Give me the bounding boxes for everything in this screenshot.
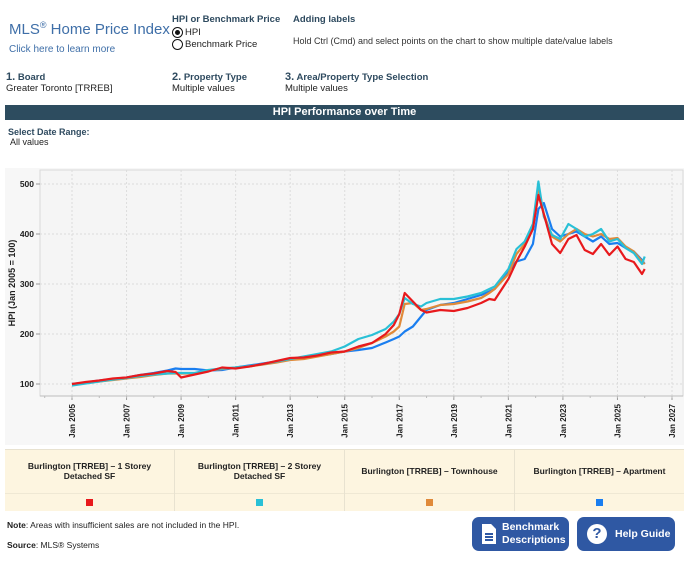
series-line-2-storey-detached [71, 180, 646, 387]
series-line-1-storey-detached [71, 193, 646, 386]
x-tick-label: Jan 2007 [123, 403, 132, 437]
document-icon [482, 524, 496, 544]
help-guide-button[interactable]: ? Help Guide [577, 517, 675, 551]
filter-board-value[interactable]: Greater Toronto [TRREB] [6, 83, 113, 94]
radio-unselected-icon[interactable] [172, 39, 183, 50]
benchmark-label-line2: Descriptions [502, 534, 566, 546]
legend-swatch-red [86, 499, 93, 506]
filter-board: 1. Board Greater Toronto [TRREB] [6, 71, 112, 94]
adding-labels-text: Hold Ctrl (Cmd) and select points on the… [293, 36, 613, 46]
legend-label: Burlington [TRREB] – Townhouse [345, 450, 514, 494]
filter-number: 1. [6, 71, 16, 83]
x-tick-labels: Jan 2005 Jan 2007 Jan 2009 Jan 2011 Jan 2013… [68, 403, 677, 437]
legend-swatch-cyan [256, 499, 263, 506]
x-tick-label: Jan 2027 [668, 403, 677, 437]
filter-label: Property Type [183, 72, 248, 83]
x-tick-label: Jan 2021 [504, 403, 513, 437]
learn-more-link[interactable]: Click here to learn more [9, 44, 116, 55]
y-tick-label: 100 [20, 379, 34, 389]
legend-swatch-blue [596, 499, 603, 506]
x-tick-label: Jan 2015 [341, 403, 350, 437]
y-gridlines [36, 183, 683, 385]
legend-item[interactable]: Burlington [TRREB] – 2 Storey Detached S… [175, 450, 345, 511]
x-tick-label: Jan 2019 [450, 403, 459, 437]
filter-property-type-value[interactable]: Multiple values [172, 83, 235, 94]
legend: Burlington [TRREB] – 1 Storey Detached S… [5, 449, 684, 511]
y-tick-label: 500 [20, 179, 34, 189]
y-axis-label: HPI (Jan 2005 = 100) [7, 240, 17, 327]
filter-number: 3. [285, 71, 295, 83]
page-title: MLS® Home Price Index [9, 20, 170, 38]
question-mark-icon: ? [587, 524, 607, 544]
footer-source: Source: MLS® Systems [7, 540, 99, 550]
filter-number: 2. [172, 71, 182, 83]
filter-label: Board [17, 72, 46, 83]
footer-note: Note: Areas with insufficient sales are … [7, 520, 239, 530]
y-tick-label: 200 [20, 329, 34, 339]
benchmark-descriptions-button[interactable]: Benchmark Descriptions [472, 517, 569, 551]
filter-area-selection-value[interactable]: Multiple values [285, 83, 348, 94]
legend-item[interactable]: Burlington [TRREB] – 1 Storey Detached S… [5, 450, 175, 511]
legend-label: Burlington [TRREB] – 1 Storey Detached S… [5, 450, 174, 494]
x-tick-label: Jan 2017 [395, 403, 404, 437]
x-tick-label: Jan 2009 [177, 403, 186, 437]
date-range-value[interactable]: All values [10, 137, 49, 147]
hpi-toggle-heading: HPI or Benchmark Price [172, 14, 281, 25]
legend-label: Burlington [TRREB] – 2 Storey Detached S… [175, 450, 344, 494]
radio-selected-icon[interactable] [172, 27, 183, 38]
registered-mark: ® [39, 20, 47, 30]
series-line-apartment [71, 201, 646, 386]
date-range-label: Select Date Range: [8, 127, 90, 137]
x-tick-label: Jan 2013 [286, 403, 295, 437]
adding-labels-heading: Adding labels [293, 14, 356, 25]
title-mls: MLS [9, 21, 40, 38]
filter-property-type: 2. Property Type Multiple values [172, 71, 247, 94]
legend-item[interactable]: Burlington [TRREB] – Townhouse [345, 450, 515, 511]
radio-benchmark-price[interactable]: Benchmark Price [172, 39, 280, 50]
hpi-line-chart[interactable]: 100 200 300 400 500 Jan 2005 Jan 2007 Jan 2009… [5, 168, 684, 445]
filter-label: Area/Property Type Selection [296, 72, 429, 83]
legend-label: Burlington [TRREB] – Apartment [515, 450, 684, 494]
series-lines [71, 180, 646, 387]
legend-swatch-orange [426, 499, 433, 506]
x-gridlines [40, 170, 683, 400]
filter-area-selection: 3. Area/Property Type Selection Multiple… [285, 71, 428, 94]
y-tick-labels: 100 200 300 400 500 [20, 179, 34, 389]
chart-area: 100 200 300 400 500 Jan 2005 Jan 2007 Jan 2009… [5, 168, 684, 445]
x-tick-label: Jan 2025 [613, 403, 622, 437]
help-guide-label: Help Guide [615, 527, 671, 540]
title-rest: Home Price Index [46, 21, 170, 38]
source-text: : MLS® Systems [35, 540, 100, 550]
legend-item[interactable]: Burlington [TRREB] – Apartment [515, 450, 684, 511]
hpi-benchmark-toggle: HPI or Benchmark Price HPI Benchmark Pri… [172, 14, 280, 51]
benchmark-label-line1: Benchmark [502, 521, 560, 534]
source-label: Source [7, 540, 36, 550]
note-text: : Areas with insufficient sales are not … [25, 520, 240, 530]
note-label: Note [7, 520, 26, 530]
plot-background [39, 169, 684, 397]
x-tick-label: Jan 2005 [68, 403, 77, 437]
x-tick-label: Jan 2011 [232, 403, 241, 437]
adding-labels-help: Adding labels Hold Ctrl (Cmd) and select… [293, 14, 613, 46]
radio-hpi-label: HPI [185, 27, 201, 38]
section-title-bar: HPI Performance over Time [5, 105, 684, 120]
y-tick-label: 300 [20, 279, 34, 289]
y-tick-label: 400 [20, 229, 34, 239]
radio-benchmark-label: Benchmark Price [185, 39, 258, 50]
x-tick-label: Jan 2023 [559, 403, 568, 437]
radio-hpi[interactable]: HPI [172, 27, 280, 38]
date-range-filter: Select Date Range: All values [8, 127, 90, 147]
